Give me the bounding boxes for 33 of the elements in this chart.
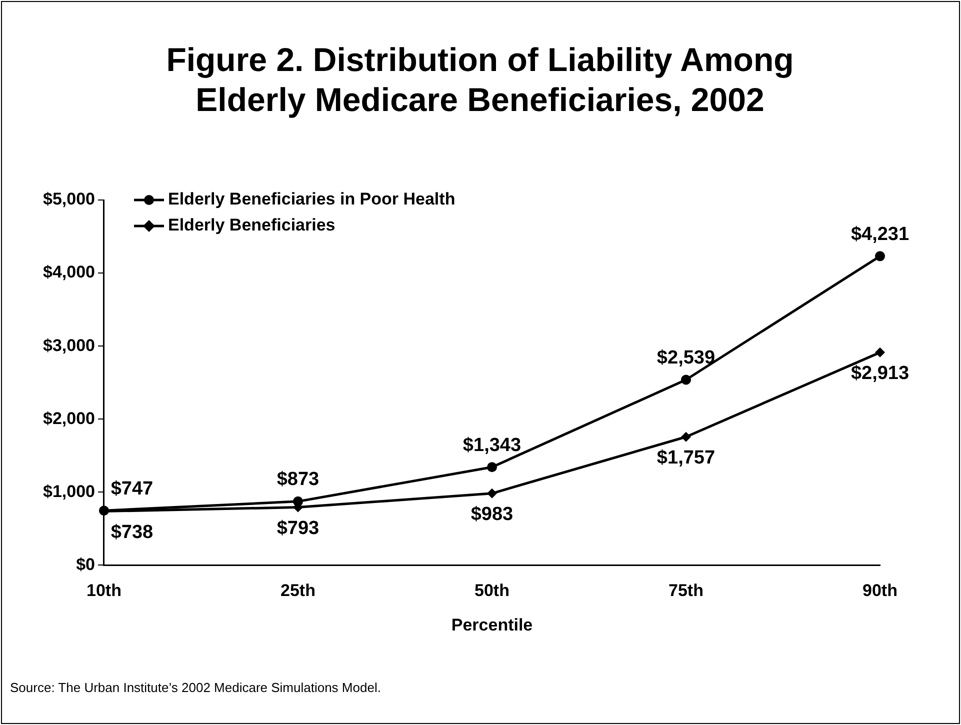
source-note: Source: The Urban Institute’s 2002 Medicare Simulations Model. — [10, 680, 381, 695]
legend-label: Elderly Beneficiaries — [168, 216, 336, 235]
x-tick-label: 75th — [668, 581, 704, 600]
point — [681, 374, 691, 385]
y-tick-label: $5,000 — [42, 190, 95, 209]
data-label: $4,231 — [850, 224, 910, 245]
data-label: $983 — [470, 504, 514, 526]
x-tick-label: 25th — [280, 581, 316, 600]
data-label: $2,913 — [850, 363, 910, 384]
y-tick-label: $2,000 — [42, 408, 95, 428]
x-tick-label: 90th — [862, 581, 898, 600]
x-axis-title: Percentile — [451, 615, 533, 634]
y-tick-label: $4,000 — [42, 262, 95, 282]
data-label: $738 — [110, 522, 154, 544]
y-tick-label: $3,000 — [42, 336, 95, 355]
point — [292, 496, 303, 506]
y-tick-label: $0 — [76, 554, 95, 574]
point — [487, 488, 497, 498]
data-label: $2,539 — [656, 347, 716, 368]
data-label: $747 — [110, 478, 154, 500]
legend-label: Elderly Beneficiaries in Poor Health — [168, 190, 456, 209]
x-tick-label: 10th — [86, 581, 122, 600]
data-label: $873 — [276, 469, 320, 490]
data-label: $1,343 — [462, 434, 522, 456]
point — [875, 251, 885, 262]
point — [875, 347, 885, 358]
data-label: $1,757 — [656, 448, 716, 469]
point — [487, 462, 497, 472]
x-tick-label: 50th — [474, 581, 510, 600]
point — [681, 432, 691, 442]
chart-title: Figure 2. Distribution of Liability Among Elderly Medicare Beneficiaries, 2002 — [165, 40, 795, 120]
data-label: $793 — [276, 518, 320, 540]
y-tick-label: $1,000 — [42, 482, 95, 501]
